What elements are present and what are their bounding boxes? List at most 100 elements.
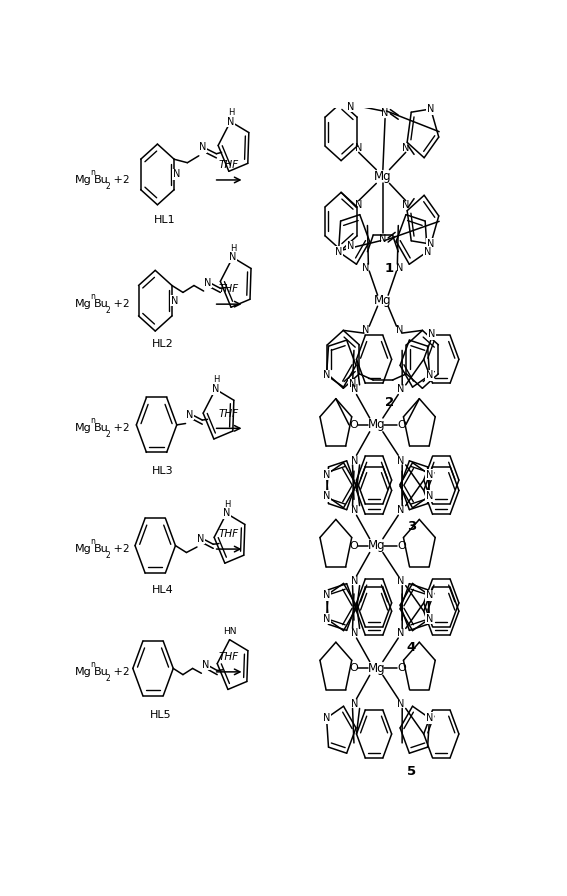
Text: N: N: [323, 614, 330, 624]
Text: Mg: Mg: [374, 294, 392, 307]
Text: N: N: [427, 104, 434, 114]
Text: N: N: [397, 456, 404, 466]
Text: N: N: [426, 470, 433, 479]
Text: +: +: [111, 544, 123, 554]
Text: N: N: [197, 533, 205, 544]
Text: THF: THF: [219, 409, 239, 418]
Text: N: N: [350, 456, 358, 466]
Text: N: N: [323, 470, 330, 479]
Text: O: O: [397, 420, 406, 430]
Text: N: N: [350, 627, 358, 638]
Text: N: N: [426, 491, 433, 501]
Text: N: N: [355, 201, 362, 211]
Text: Mg: Mg: [75, 667, 92, 676]
Text: N: N: [346, 241, 354, 252]
Text: Mg: Mg: [75, 175, 92, 185]
Text: N: N: [199, 142, 206, 152]
Text: N: N: [223, 508, 230, 519]
Text: +: +: [111, 299, 123, 309]
Text: N: N: [397, 699, 404, 710]
Text: 5: 5: [407, 765, 416, 779]
Text: Bu: Bu: [94, 544, 109, 554]
Text: N: N: [426, 590, 433, 600]
Text: 4: 4: [407, 642, 416, 654]
Text: 2: 2: [105, 306, 110, 314]
Text: N: N: [171, 296, 178, 306]
Text: O: O: [397, 663, 406, 674]
Text: N: N: [346, 101, 354, 112]
Text: Bu: Bu: [94, 299, 109, 309]
Text: HN: HN: [223, 626, 236, 635]
Text: H: H: [213, 375, 219, 384]
Text: THF: THF: [219, 285, 239, 295]
Text: +: +: [111, 175, 123, 185]
Text: N: N: [335, 246, 342, 257]
Text: N: N: [362, 324, 370, 335]
Text: THF: THF: [219, 160, 239, 170]
Text: N: N: [350, 699, 358, 710]
Text: N: N: [350, 504, 358, 514]
Text: N: N: [173, 169, 180, 179]
Text: 3: 3: [407, 521, 416, 533]
Text: n: n: [90, 168, 95, 177]
Text: 2: 2: [122, 667, 129, 676]
Text: Bu: Bu: [94, 175, 109, 185]
Text: H: H: [224, 500, 230, 509]
Text: Mg: Mg: [75, 423, 92, 434]
Text: N: N: [424, 246, 431, 257]
Text: N: N: [382, 108, 389, 118]
Text: N: N: [426, 614, 433, 624]
Text: N: N: [397, 504, 404, 514]
Text: 2: 2: [105, 551, 110, 560]
Text: O: O: [349, 540, 358, 551]
Text: THF: THF: [219, 652, 239, 662]
Text: N: N: [426, 713, 433, 723]
Text: N: N: [350, 384, 358, 394]
Text: N: N: [227, 116, 234, 126]
Text: Mg: Mg: [374, 170, 392, 183]
Text: N: N: [355, 142, 362, 152]
Text: N: N: [323, 491, 330, 501]
Text: O: O: [349, 663, 358, 674]
Text: 2: 2: [105, 182, 110, 191]
Text: N: N: [229, 253, 236, 263]
Text: N: N: [428, 329, 435, 340]
Text: +: +: [111, 423, 123, 434]
Text: Mg: Mg: [75, 544, 92, 554]
Text: n: n: [90, 659, 95, 668]
Text: Bu: Bu: [94, 667, 109, 676]
Text: N: N: [323, 590, 330, 600]
Text: N: N: [396, 324, 403, 335]
Text: H: H: [228, 108, 234, 116]
Text: 2: 2: [122, 423, 129, 434]
Text: N: N: [212, 384, 219, 394]
Text: N: N: [362, 263, 370, 272]
Text: THF: THF: [219, 530, 239, 539]
Text: N: N: [397, 576, 404, 587]
Text: 2: 2: [122, 175, 129, 185]
Text: n: n: [90, 417, 95, 426]
Text: N: N: [350, 576, 358, 587]
Text: N: N: [186, 410, 193, 420]
Text: 2: 2: [122, 544, 129, 554]
Text: HL3: HL3: [153, 466, 174, 476]
Text: HL4: HL4: [151, 585, 173, 596]
Text: N: N: [397, 384, 404, 394]
Text: N: N: [402, 201, 409, 211]
Text: N: N: [396, 263, 403, 272]
Text: N: N: [202, 659, 209, 670]
Text: N: N: [427, 239, 434, 249]
Text: N: N: [323, 713, 330, 723]
Text: N: N: [402, 142, 409, 152]
Text: 1: 1: [385, 262, 394, 275]
Text: H: H: [230, 244, 236, 253]
Text: O: O: [397, 540, 406, 551]
Text: +: +: [111, 667, 123, 676]
Text: Bu: Bu: [94, 423, 109, 434]
Text: HL1: HL1: [154, 215, 175, 225]
Text: Mg: Mg: [367, 662, 385, 675]
Text: Mg: Mg: [367, 539, 385, 552]
Text: 2: 2: [105, 430, 110, 439]
Text: N: N: [204, 278, 211, 288]
Text: HL5: HL5: [150, 710, 172, 719]
